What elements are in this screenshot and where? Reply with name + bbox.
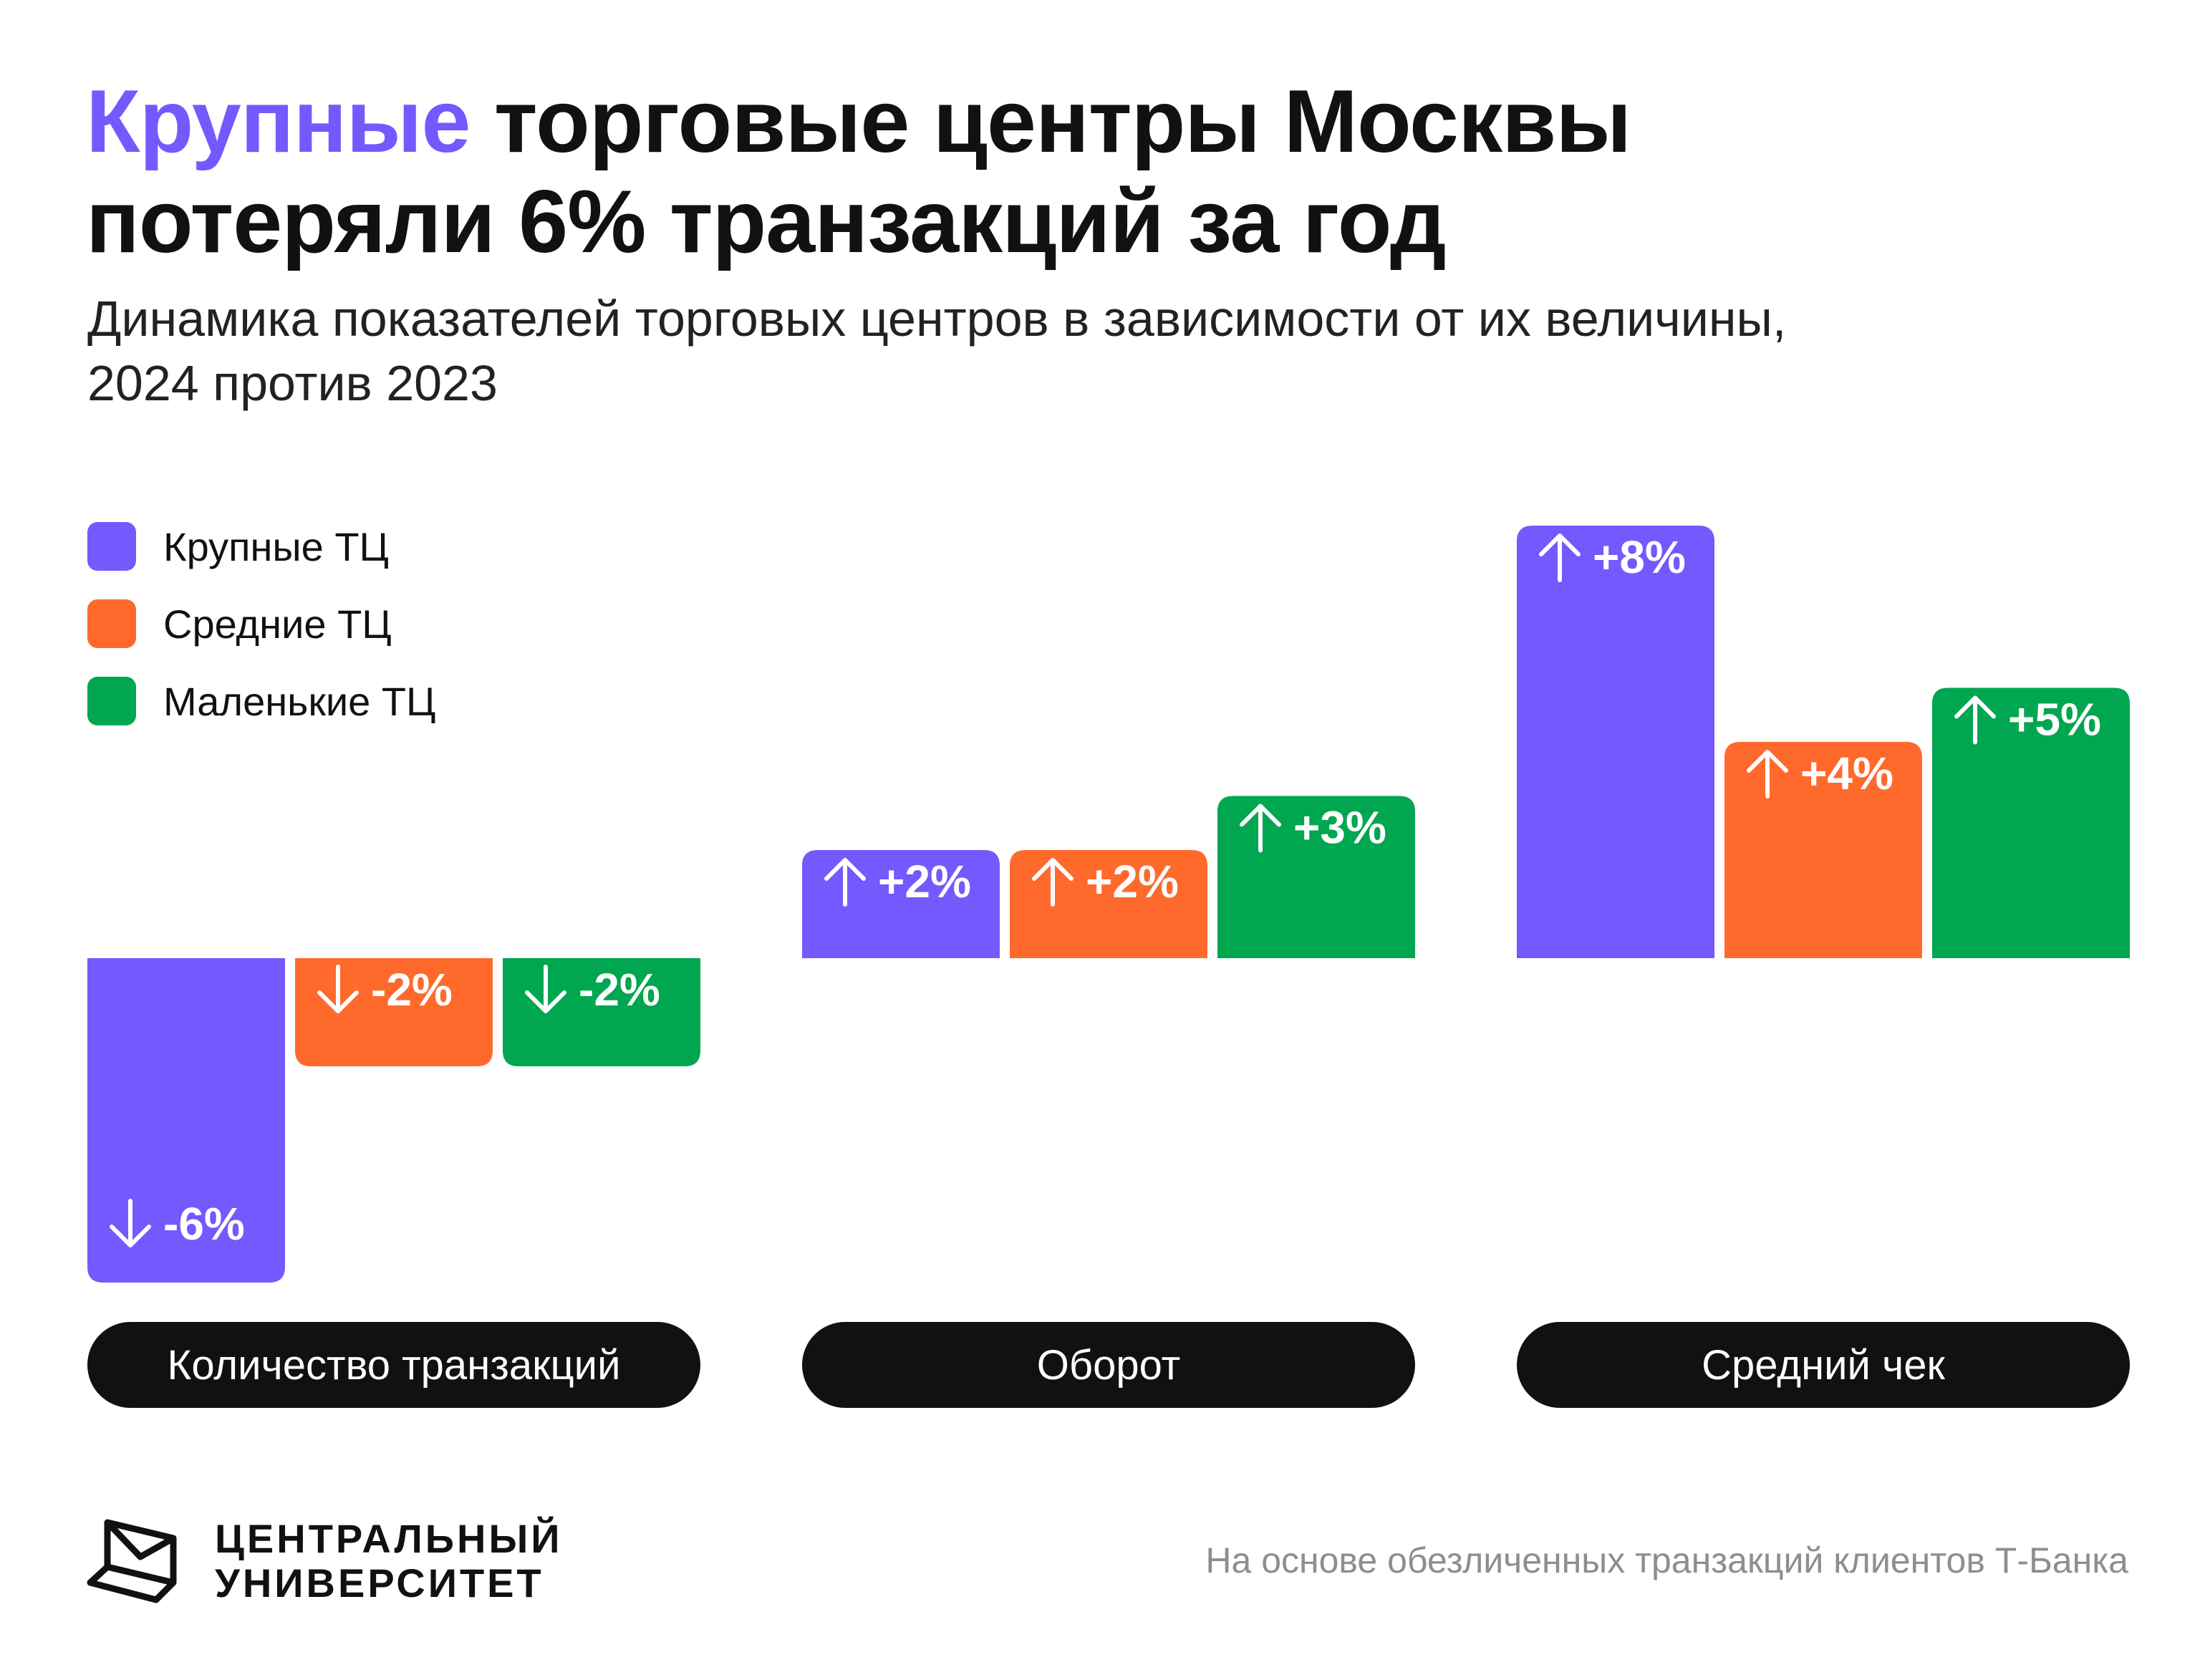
data-label-text: +2% (878, 856, 971, 907)
legend: Крупные ТЦ Средние ТЦ Маленькие ТЦ (87, 521, 435, 753)
data-label-average-check-large: +8% (1539, 531, 1686, 583)
data-label-text: -6% (163, 1198, 245, 1250)
data-label-average-check-medium: +4% (1747, 748, 1893, 799)
arrow-up-icon (1032, 858, 1074, 907)
bar-transactions-medium (295, 958, 493, 1066)
logo: ЦЕНТРАЛЬНЫЙ УНИВЕРСИТЕТ (86, 1517, 563, 1606)
data-label-turnover-small: +3% (1240, 802, 1386, 854)
bar-average-check-large (1517, 526, 1714, 958)
title-accent: Крупные (86, 72, 471, 171)
data-label-text: -2% (579, 964, 660, 1015)
data-label-text: +4% (1800, 748, 1893, 799)
data-label-transactions-large: -6% (110, 1198, 245, 1250)
data-label-turnover-medium: +2% (1032, 856, 1179, 907)
bar-turnover-small (1217, 796, 1415, 958)
bar-transactions-large (87, 958, 285, 1283)
logo-line1: ЦЕНТРАЛЬНЫЙ (215, 1516, 563, 1561)
data-label-text: +3% (1293, 802, 1386, 854)
bar-average-check-medium (1724, 742, 1922, 958)
legend-label-small: Маленькие ТЦ (163, 678, 436, 724)
chart-subtitle: Динамика показателей торговых центров в … (87, 286, 2093, 415)
arrow-down-icon (525, 965, 566, 1013)
legend-item-small: Маленькие ТЦ (87, 676, 435, 726)
data-label-text: +2% (1086, 856, 1179, 907)
bar-transactions-small (503, 958, 700, 1066)
subtitle-line2: 2024 против 2023 (87, 355, 498, 411)
data-label-transactions-medium: -2% (317, 964, 453, 1015)
data-label-text: -2% (371, 964, 453, 1015)
bar-turnover-large (802, 850, 1000, 958)
data-label-transactions-small: -2% (525, 964, 660, 1015)
data-label-turnover-large: +2% (824, 856, 971, 907)
logo-cube-icon (87, 1519, 177, 1603)
bar-chart: -6% -2% -2% +2% +2% +3% +8% +4% +5% (87, 526, 2130, 1283)
legend-label-large: Крупные ТЦ (163, 523, 389, 569)
title-line2: потеряли 6% транзакций за год (86, 173, 1447, 271)
logo-line2: УНИВЕРСИТЕТ (215, 1560, 544, 1606)
arrow-up-icon (1747, 750, 1788, 798)
title-line1-rest: торговые центры Москвы (470, 72, 1631, 171)
arrow-down-icon (110, 1199, 151, 1247)
arrow-up-icon (824, 858, 866, 907)
arrow-up-icon (1954, 695, 1996, 745)
legend-swatch-small (87, 677, 136, 725)
category-label-transactions: Количество транзакций (87, 1322, 700, 1408)
legend-item-medium: Средние ТЦ (87, 599, 435, 649)
chart-title: Крупные торговые центры Москвы потеряли 6… (86, 72, 2091, 272)
subtitle-line1: Динамика показателей торговых центров в … (87, 291, 1787, 347)
arrow-up-icon (1539, 534, 1581, 582)
category-label-average-check: Средний чек (1517, 1322, 2130, 1408)
data-label-text: +8% (1593, 531, 1686, 583)
bar-average-check-small (1932, 687, 2130, 958)
bar-turnover-medium (1010, 850, 1207, 958)
legend-item-large: Крупные ТЦ (87, 521, 435, 571)
legend-swatch-medium (87, 599, 136, 648)
arrow-down-icon (317, 965, 359, 1013)
data-label-average-check-small: +5% (1954, 694, 2101, 745)
legend-swatch-large (87, 522, 136, 571)
legend-label-medium: Средние ТЦ (163, 601, 392, 647)
category-label-turnover: Оборот (802, 1322, 1415, 1408)
source-note: На основе обезличенных транзакций клиент… (1205, 1540, 2128, 1580)
data-label-text: +5% (2008, 694, 2101, 745)
arrow-up-icon (1240, 803, 1281, 853)
